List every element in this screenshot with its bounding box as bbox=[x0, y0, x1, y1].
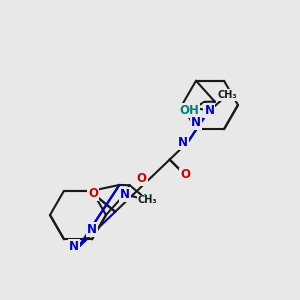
Text: O: O bbox=[137, 172, 147, 185]
Text: OH: OH bbox=[179, 104, 199, 117]
Text: N: N bbox=[204, 104, 214, 117]
Text: N: N bbox=[120, 188, 130, 201]
Text: OH: OH bbox=[179, 104, 199, 117]
Text: H: H bbox=[143, 193, 153, 206]
Text: N: N bbox=[178, 136, 188, 149]
Text: CH₃: CH₃ bbox=[218, 90, 237, 100]
Text: O: O bbox=[180, 169, 190, 182]
Text: N: N bbox=[69, 240, 79, 253]
Text: N: N bbox=[190, 116, 201, 129]
Text: O: O bbox=[88, 187, 98, 200]
Text: N: N bbox=[87, 223, 97, 236]
Text: CH₃: CH₃ bbox=[138, 195, 158, 206]
